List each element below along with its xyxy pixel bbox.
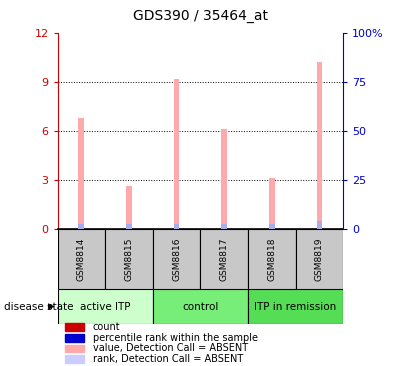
- Bar: [65, 324, 84, 331]
- Bar: [269, 224, 275, 229]
- Text: GSM8817: GSM8817: [219, 237, 229, 281]
- Bar: [105, 229, 153, 289]
- Bar: [65, 344, 84, 352]
- Bar: [221, 129, 227, 229]
- Bar: [58, 229, 105, 289]
- Bar: [200, 229, 248, 289]
- Bar: [126, 224, 132, 229]
- Text: percentile rank within the sample: percentile rank within the sample: [93, 333, 258, 343]
- Bar: [248, 229, 296, 289]
- Text: GSM8814: GSM8814: [77, 237, 86, 281]
- Bar: [153, 229, 200, 289]
- Bar: [58, 289, 153, 324]
- Text: value, Detection Call = ABSENT: value, Detection Call = ABSENT: [93, 343, 248, 353]
- Text: count: count: [93, 322, 120, 332]
- Text: GDS390 / 35464_at: GDS390 / 35464_at: [133, 9, 268, 23]
- Bar: [269, 178, 275, 229]
- Text: control: control: [182, 302, 219, 311]
- Text: disease state: disease state: [4, 302, 74, 312]
- Text: rank, Detection Call = ABSENT: rank, Detection Call = ABSENT: [93, 354, 243, 364]
- Bar: [174, 79, 180, 229]
- Bar: [248, 289, 343, 324]
- Text: ITP in remission: ITP in remission: [254, 302, 337, 311]
- Bar: [65, 355, 84, 363]
- Bar: [126, 186, 132, 229]
- Bar: [296, 229, 343, 289]
- Text: active ITP: active ITP: [80, 302, 130, 311]
- Bar: [221, 224, 227, 229]
- Bar: [65, 334, 84, 341]
- Text: GSM8819: GSM8819: [315, 237, 324, 281]
- Bar: [316, 221, 322, 229]
- Bar: [153, 289, 248, 324]
- Text: GSM8818: GSM8818: [267, 237, 276, 281]
- Bar: [79, 118, 84, 229]
- Text: GSM8815: GSM8815: [125, 237, 134, 281]
- Text: GSM8816: GSM8816: [172, 237, 181, 281]
- Bar: [174, 224, 180, 229]
- Bar: [79, 224, 84, 229]
- Bar: [316, 62, 322, 229]
